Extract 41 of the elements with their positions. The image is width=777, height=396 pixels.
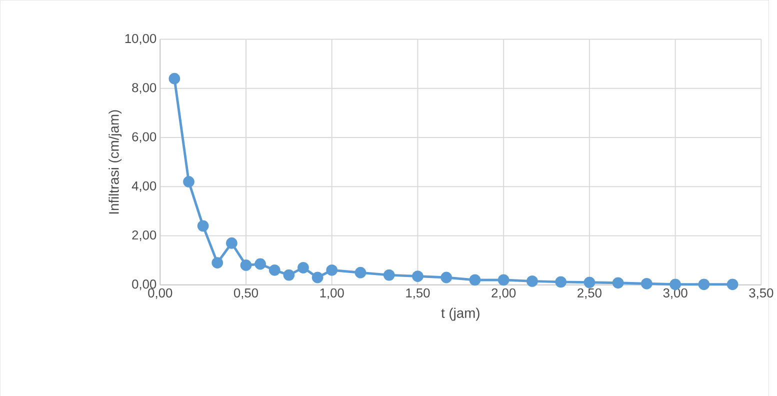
point bbox=[212, 256, 224, 268]
point bbox=[183, 176, 194, 188]
point bbox=[354, 266, 366, 278]
point bbox=[240, 259, 252, 271]
point bbox=[197, 220, 209, 232]
x-tick-label: 3,00 bbox=[663, 288, 688, 299]
point bbox=[326, 264, 338, 276]
y-tick-label: 4,00 bbox=[132, 181, 156, 192]
point bbox=[268, 264, 280, 276]
x-tick-label: 3,50 bbox=[749, 288, 774, 299]
x-tick-label: 1,50 bbox=[406, 288, 430, 299]
point bbox=[526, 275, 538, 287]
point bbox=[555, 276, 567, 288]
point bbox=[440, 272, 452, 283]
point bbox=[226, 237, 238, 249]
y-axis-title: Infiltrasi (cm/jam) bbox=[108, 110, 122, 214]
point bbox=[584, 276, 596, 288]
y-tick-label: 8,00 bbox=[132, 82, 156, 94]
x-tick-label: 2,00 bbox=[492, 288, 516, 299]
x-tick-label: 1,00 bbox=[320, 288, 344, 299]
point bbox=[612, 276, 624, 288]
x-tick-label: 0,50 bbox=[234, 288, 258, 299]
point bbox=[640, 278, 652, 290]
point bbox=[412, 270, 424, 282]
point bbox=[168, 72, 180, 84]
y-tick-label: 10,00 bbox=[125, 34, 156, 44]
y-tick-label: 6,00 bbox=[132, 132, 156, 143]
point bbox=[726, 278, 738, 290]
y-tick-label: 0,00 bbox=[132, 279, 156, 290]
x-axis-title: t (jam) bbox=[441, 308, 480, 320]
x-tick-label: 2,50 bbox=[578, 288, 602, 299]
point bbox=[698, 278, 710, 290]
point bbox=[312, 272, 324, 283]
point bbox=[298, 262, 309, 274]
point bbox=[498, 274, 510, 286]
point bbox=[283, 269, 295, 281]
point bbox=[254, 258, 266, 270]
y-tick-label: 2,00 bbox=[132, 230, 156, 241]
point bbox=[469, 274, 481, 286]
point bbox=[383, 269, 395, 281]
x-tick-label: 0,00 bbox=[148, 288, 172, 299]
